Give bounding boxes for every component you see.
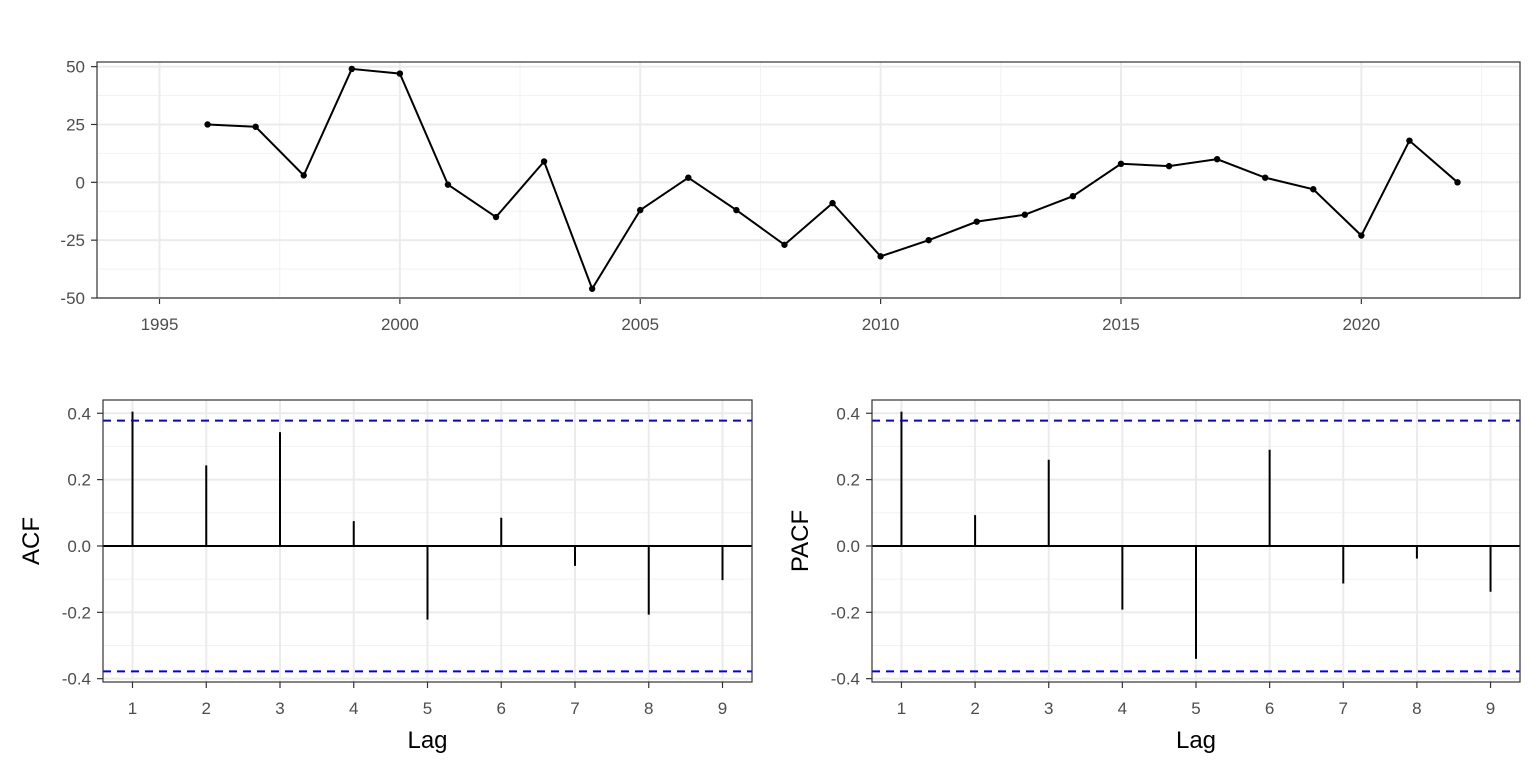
x-tick-label: 5 xyxy=(1191,699,1200,718)
x-tick-label: 2005 xyxy=(621,315,659,334)
data-point xyxy=(204,121,211,128)
data-point xyxy=(973,218,980,225)
x-tick-label: 4 xyxy=(349,699,358,718)
time-series-panel: 1995 2000 2005 2010 2015 2020 -50 -25 0 25 50 xyxy=(60,58,1521,334)
data-point xyxy=(733,206,740,214)
x-tick-label: 3 xyxy=(1044,699,1053,718)
y-tick-label: 0.0 xyxy=(67,537,91,556)
data-point xyxy=(1117,160,1125,168)
x-tick-label: 9 xyxy=(1486,699,1495,718)
x-tick-label: 2020 xyxy=(1342,315,1380,334)
data-point xyxy=(444,181,452,188)
y-tick-label: -0.2 xyxy=(831,603,860,622)
x-tick-label: 8 xyxy=(644,699,653,718)
y-tick-label: 0.2 xyxy=(836,471,860,490)
y-tick-label: 0.0 xyxy=(836,537,860,556)
data-point xyxy=(1021,211,1029,218)
x-tick-label: 2015 xyxy=(1102,315,1140,334)
panel-border xyxy=(96,61,1521,299)
data-point xyxy=(540,158,548,165)
x-tick-label: 7 xyxy=(570,699,579,718)
data-point xyxy=(1069,192,1077,200)
data-point xyxy=(637,206,644,214)
data-point xyxy=(1213,155,1221,163)
x-tick-label: 2010 xyxy=(862,315,900,334)
x-tick-label: 2000 xyxy=(381,315,419,334)
data-point xyxy=(252,123,259,130)
data-point xyxy=(1310,186,1317,193)
data-point xyxy=(1454,179,1461,186)
x-axis-title: Lag xyxy=(407,727,447,754)
data-point xyxy=(781,241,788,248)
data-point xyxy=(1406,137,1413,144)
x-tick-label: 1 xyxy=(128,699,137,718)
acf-panel: -0.4 -0.2 0.0 0.2 0.4 1 2 3 4 5 6 7 8 9 Lag ACF xyxy=(18,399,753,754)
y-tick-label: -0.4 xyxy=(62,670,91,689)
series-line xyxy=(207,67,1459,292)
data-point xyxy=(1358,232,1365,239)
data-point xyxy=(300,172,307,179)
x-tick-label: 2 xyxy=(970,699,979,718)
x-axis-title: Lag xyxy=(1176,727,1216,754)
data-point xyxy=(348,65,355,73)
y-tick-label: -50 xyxy=(60,289,85,308)
y-tick-label: 0.2 xyxy=(67,471,91,490)
y-tick-label: 25 xyxy=(66,115,85,134)
data-point xyxy=(492,213,500,221)
panel-border xyxy=(102,399,753,683)
data-point xyxy=(396,70,404,77)
y-axis-title: PACF xyxy=(787,510,814,572)
x-tick-label: 1995 xyxy=(141,315,179,334)
x-tick-label: 3 xyxy=(275,699,284,718)
x-tick-label: 9 xyxy=(718,699,727,718)
x-tick-label: 2 xyxy=(202,699,211,718)
y-axis-title: ACF xyxy=(18,517,45,565)
y-tick-label: 0 xyxy=(76,173,85,192)
panel-border xyxy=(871,399,1521,683)
x-tick-label: 4 xyxy=(1118,699,1127,718)
x-tick-label: 6 xyxy=(1265,699,1274,718)
x-tick-label: 6 xyxy=(497,699,506,718)
x-tick-label: 7 xyxy=(1339,699,1348,718)
y-tick-label: 50 xyxy=(66,58,85,77)
data-point xyxy=(1165,162,1173,170)
y-tick-label: -25 xyxy=(60,231,85,250)
data-point xyxy=(588,285,596,292)
data-point xyxy=(1262,174,1269,181)
data-point xyxy=(925,236,932,244)
y-tick-label: -0.4 xyxy=(831,670,860,689)
x-tick-label: 5 xyxy=(423,699,432,718)
y-tick-label: 0.4 xyxy=(67,404,91,423)
x-tick-label: 1 xyxy=(897,699,906,718)
y-tick-label: 0.4 xyxy=(836,404,860,423)
pacf-panel: -0.4 -0.2 0.0 0.2 0.4 1 2 3 4 5 6 7 8 9 Lag PACF xyxy=(787,399,1521,754)
data-point xyxy=(829,199,836,207)
data-point xyxy=(877,253,884,260)
data-point xyxy=(685,174,692,181)
x-tick-label: 8 xyxy=(1412,699,1421,718)
y-tick-label: -0.2 xyxy=(62,603,91,622)
